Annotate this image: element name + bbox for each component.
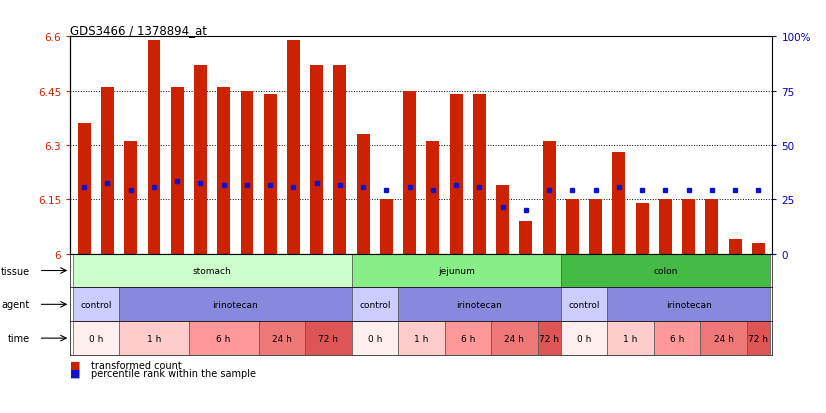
Text: 1 h: 1 h: [414, 334, 429, 343]
Bar: [612, 153, 625, 254]
Bar: [561, 288, 607, 321]
Bar: [352, 321, 398, 355]
Bar: [403, 91, 416, 254]
Bar: [124, 142, 137, 254]
Text: agent: agent: [1, 299, 30, 310]
Bar: [73, 288, 119, 321]
Bar: [491, 321, 538, 355]
Bar: [705, 200, 719, 254]
Bar: [538, 321, 561, 355]
Bar: [305, 321, 352, 355]
Bar: [444, 321, 491, 355]
Text: tissue: tissue: [0, 266, 30, 276]
Text: irinotecan: irinotecan: [666, 300, 711, 309]
Bar: [561, 254, 770, 288]
Bar: [607, 288, 770, 321]
Bar: [682, 200, 695, 254]
Bar: [78, 124, 91, 254]
Bar: [171, 88, 183, 254]
Text: colon: colon: [653, 266, 677, 275]
Bar: [119, 288, 352, 321]
Bar: [148, 41, 160, 254]
Bar: [561, 321, 607, 355]
Text: 0 h: 0 h: [577, 334, 591, 343]
Text: 24 h: 24 h: [714, 334, 733, 343]
Bar: [189, 321, 259, 355]
Text: 1 h: 1 h: [624, 334, 638, 343]
Bar: [729, 240, 742, 254]
Bar: [334, 66, 346, 254]
Text: 72 h: 72 h: [318, 334, 339, 343]
Bar: [589, 200, 602, 254]
Bar: [311, 66, 323, 254]
Text: control: control: [80, 300, 112, 309]
Text: jejunum: jejunum: [438, 266, 475, 275]
Text: ■: ■: [70, 368, 81, 378]
Text: irinotecan: irinotecan: [212, 300, 259, 309]
Bar: [357, 135, 369, 254]
Bar: [73, 321, 119, 355]
Text: control: control: [568, 300, 600, 309]
Text: 0 h: 0 h: [368, 334, 382, 343]
Bar: [101, 88, 114, 254]
Bar: [653, 321, 700, 355]
Bar: [520, 221, 532, 254]
Text: GDS3466 / 1378894_at: GDS3466 / 1378894_at: [70, 24, 207, 37]
Text: time: time: [7, 333, 30, 343]
Text: 1 h: 1 h: [147, 334, 161, 343]
Bar: [73, 254, 352, 288]
Bar: [352, 254, 561, 288]
Bar: [607, 321, 653, 355]
Bar: [659, 200, 672, 254]
Bar: [352, 288, 398, 321]
Bar: [566, 200, 579, 254]
Bar: [496, 185, 509, 254]
Text: 72 h: 72 h: [539, 334, 559, 343]
Text: transformed count: transformed count: [91, 360, 182, 370]
Text: 6 h: 6 h: [216, 334, 230, 343]
Bar: [700, 321, 747, 355]
Bar: [636, 204, 648, 254]
Bar: [752, 243, 765, 254]
Bar: [543, 142, 556, 254]
Bar: [473, 95, 486, 254]
Text: stomach: stomach: [192, 266, 231, 275]
Bar: [119, 321, 189, 355]
Text: control: control: [359, 300, 391, 309]
Bar: [398, 321, 444, 355]
Bar: [217, 88, 230, 254]
Bar: [259, 321, 305, 355]
Text: irinotecan: irinotecan: [457, 300, 502, 309]
Text: 6 h: 6 h: [670, 334, 684, 343]
Text: 72 h: 72 h: [748, 334, 768, 343]
Text: 24 h: 24 h: [505, 334, 525, 343]
Bar: [747, 321, 770, 355]
Text: 6 h: 6 h: [461, 334, 475, 343]
Text: 0 h: 0 h: [88, 334, 103, 343]
Text: 24 h: 24 h: [272, 334, 292, 343]
Text: ■: ■: [70, 360, 81, 370]
Bar: [380, 200, 393, 254]
Bar: [287, 41, 300, 254]
Text: percentile rank within the sample: percentile rank within the sample: [91, 368, 256, 378]
Bar: [240, 91, 254, 254]
Bar: [426, 142, 439, 254]
Bar: [263, 95, 277, 254]
Bar: [194, 66, 206, 254]
Bar: [449, 95, 463, 254]
Bar: [398, 288, 561, 321]
